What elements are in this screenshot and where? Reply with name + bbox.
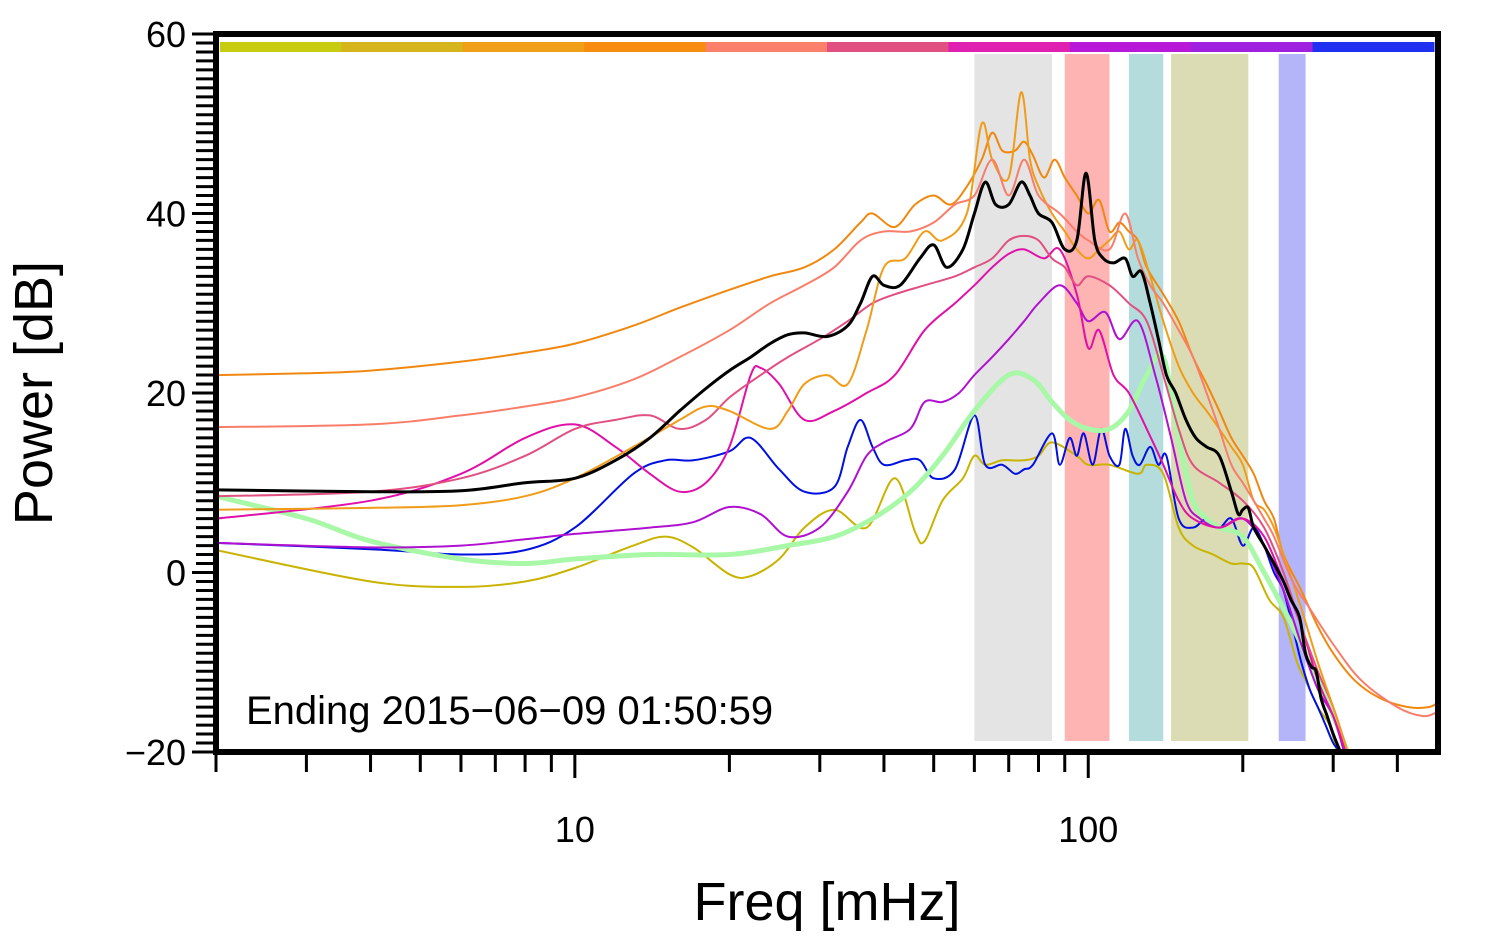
plot-frame <box>213 31 1441 755</box>
strip-segment-0 <box>220 42 342 52</box>
y-tick-label: 40 <box>146 194 186 235</box>
strip-segment-2 <box>462 42 585 52</box>
strip-segment-6 <box>948 42 1071 52</box>
series-yellow <box>216 441 1338 752</box>
x-tick-label: 100 <box>1058 809 1118 850</box>
band-1 <box>1064 54 1110 741</box>
y-axis-title: Power [dB] <box>4 261 64 525</box>
strip-segment-8 <box>1191 42 1314 52</box>
series-black <box>216 171 1342 752</box>
band-4 <box>1278 54 1306 741</box>
y-tick-label: 20 <box>146 373 186 414</box>
x-axis-ticks: 10 100 <box>214 752 1399 850</box>
x-tick-label: 10 <box>555 809 595 850</box>
strip-segment-4 <box>705 42 828 52</box>
series-salmon <box>216 158 1438 718</box>
frequency-bands <box>974 54 1306 741</box>
series-orange-dark <box>216 131 1438 709</box>
top-color-strip <box>220 42 1435 52</box>
x-axis-title: Freq [mHz] <box>693 872 960 932</box>
series-pink <box>216 234 1349 752</box>
strip-segment-5 <box>827 42 949 52</box>
y-axis-ticks: −20 0 20 40 60 <box>125 14 216 773</box>
y-tick-label: 0 <box>166 553 186 594</box>
series-lines <box>216 91 1438 752</box>
band-3 <box>1171 54 1249 741</box>
strip-segment-3 <box>584 42 707 52</box>
y-tick-label: 60 <box>146 14 186 55</box>
strip-segment-7 <box>1069 42 1192 52</box>
series-magenta <box>216 247 1348 752</box>
time-annotation: Ending 2015−06−09 01:50:59 <box>246 689 773 733</box>
strip-segment-1 <box>341 42 464 52</box>
series-lightgreen <box>216 351 1351 752</box>
series-orange <box>216 91 1349 752</box>
strip-segment-9 <box>1312 42 1435 52</box>
y-tick-label: −20 <box>125 732 186 773</box>
